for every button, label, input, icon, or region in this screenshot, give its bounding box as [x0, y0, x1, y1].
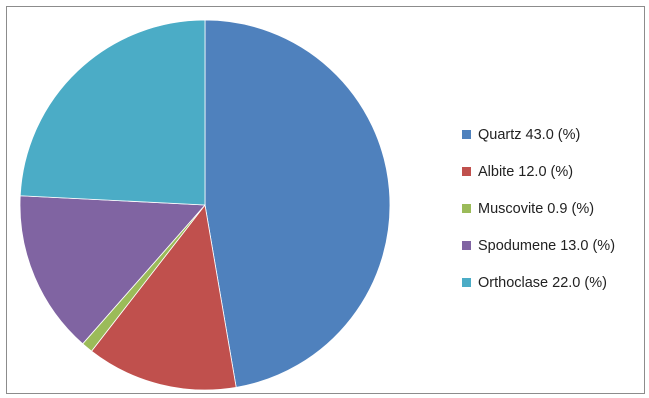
legend-label: Albite 12.0 (%): [478, 163, 574, 180]
legend-swatch: [462, 241, 471, 250]
legend-label: Orthoclase 22.0 (%): [478, 274, 607, 291]
pie-slice-quartz: [204, 19, 391, 388]
pie-slice-spodumene: [19, 195, 206, 345]
legend-swatch: [462, 204, 471, 213]
legend-item-quartz: Quartz 43.0 (%): [462, 125, 615, 144]
legend-label: Muscovite 0.9 (%): [478, 200, 595, 217]
pie-slice-albite: [90, 204, 237, 391]
pie-slice-orthoclase: [19, 19, 206, 206]
legend-item-spodumene: Spodumene 13.0 (%): [462, 236, 615, 255]
chart-area: Quartz 43.0 (%) Albite 12.0 (%) Muscovite …: [6, 6, 645, 394]
pie-chart: [19, 19, 391, 391]
legend-item-muscovite: Muscovite 0.9 (%): [462, 199, 615, 218]
legend-swatch: [462, 130, 471, 139]
legend-swatch: [462, 167, 471, 176]
legend-label: Spodumene 13.0 (%): [478, 237, 616, 254]
legend-swatch: [462, 278, 471, 287]
legend-item-orthoclase: Orthoclase 22.0 (%): [462, 273, 615, 292]
legend-item-albite: Albite 12.0 (%): [462, 162, 615, 181]
chart-legend: Quartz 43.0 (%) Albite 12.0 (%) Muscovite …: [462, 125, 615, 310]
legend-label: Quartz 43.0 (%): [478, 126, 581, 143]
